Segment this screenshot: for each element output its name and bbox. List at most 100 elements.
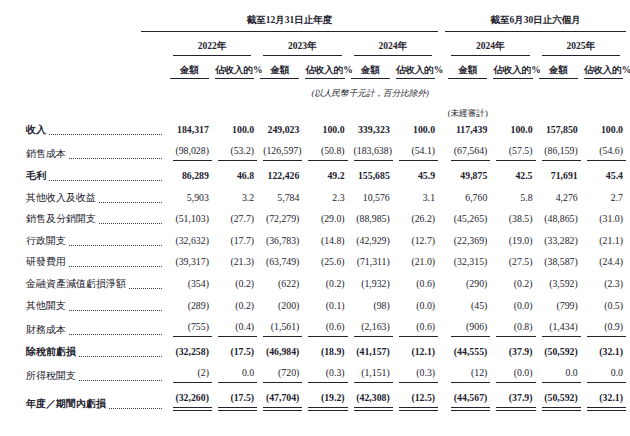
year-header-2024: 2024年 [348,32,439,56]
amount-header: 金額 [445,56,490,79]
percent-cell: (19.0) [490,230,535,252]
percent-cell: (54.6) [581,141,626,166]
row-label: 行政開支 [26,234,66,248]
amount-cell: 339,323 [348,119,393,141]
empty-cell [26,32,167,56]
row-label: 金融資產減值虧損淨額 [26,277,126,291]
row-label-cell: 銷售成本 [26,141,167,166]
dot-leader [49,134,162,135]
year-header-2024-interim: 2024年 [445,32,535,56]
percent-cell: 100.0 [393,119,438,141]
row-label-cell: 年度／期間內虧損 [26,387,167,415]
percent-cell: (12.7) [393,230,438,252]
amount-cell: 10,576 [348,187,393,209]
table-row: 銷售及分銷開支(51,103)(27.7)(72,279)(29.0)(88,9… [26,208,626,230]
percent-cell: (21.3) [212,252,257,274]
column-gap [438,295,445,317]
percent-of-revenue-header: 佔收入的% [302,56,347,79]
amount-cell: (50,592) [536,387,581,415]
amount-header: 金額 [167,56,212,79]
dot-leader [69,266,162,267]
row-label-cell: 其他開支 [26,295,167,317]
column-gap [438,119,445,141]
amount-cell: 49,875 [445,165,490,187]
year-header-2023: 2023年 [257,32,347,56]
percent-cell: 100.0 [581,119,626,141]
column-gap [438,165,445,187]
percent-cell: (0.6) [393,273,438,295]
row-label-cell: 財務成本 [26,316,167,341]
amount-cell: (63,749) [257,252,302,274]
row-label-cell: 其他收入及收益 [26,187,167,209]
row-label-cell: 毛利 [26,165,167,187]
amount-cell: 5,784 [257,187,302,209]
income-statement-table: 截至12月31日止年度 截至6月30日止六個月 2022年 2023年 2024… [26,12,626,415]
percent-cell: 2.3 [302,187,347,209]
unaudited-note-row: (未經審計) [26,99,626,119]
percent-cell: (24.4) [581,252,626,274]
amount-cell: (41,157) [348,341,393,363]
column-gap [438,363,445,388]
percent-cell: (32.1) [581,387,626,415]
percent-cell: 0.0 [581,363,626,388]
amount-cell: (183,638) [348,141,393,166]
annual-period-header: 截至12月31日止年度 [167,12,438,32]
amount-cell: (42,929) [348,230,393,252]
percent-of-revenue-header: 佔收入的% [212,56,257,79]
column-gap [438,316,445,341]
percent-cell: (26.2) [393,208,438,230]
year-header-2022: 2022年 [167,32,257,56]
table-body: 收入184,317100.0249,023100.0339,323100.011… [26,119,626,415]
amount-cell: (44,555) [445,341,490,363]
percent-cell: 42.5 [490,165,535,187]
percent-cell: (0.5) [581,295,626,317]
empty-cell [167,99,438,119]
percent-cell: (0.0) [490,295,535,317]
amount-cell: 157,850 [536,119,581,141]
currency-note: (以人民幣千元計，百分比除外) [302,79,438,99]
amount-cell: 4,276 [536,187,581,209]
percent-cell: 100.0 [212,119,257,141]
percent-cell: (0.6) [393,316,438,341]
percent-cell: (0.2) [490,273,535,295]
percent-cell: 0.0 [212,363,257,388]
amount-cell: (42,308) [348,387,393,415]
percent-of-revenue-header: 佔收入的% [393,56,438,79]
row-label-cell: 研發費用 [26,252,167,274]
amount-cell: (1,434) [536,316,581,341]
row-label-cell: 收入 [26,119,167,141]
table-row: 行政開支(32,632)(17.7)(36,783)(14.8)(42,929)… [26,230,626,252]
amount-cell: 86,289 [167,165,212,187]
percent-cell: 2.7 [581,187,626,209]
percent-cell: (0.6) [302,316,347,341]
table-row: 財務成本(755)(0.4)(1,561)(0.6)(2,163)(0.6)(9… [26,316,626,341]
percent-cell: (53.2) [212,141,257,166]
percent-cell: (0.2) [212,295,257,317]
amount-cell: 249,023 [257,119,302,141]
percent-cell: (37.9) [490,341,535,363]
empty-cell [26,99,167,119]
table-row: 收入184,317100.0249,023100.0339,323100.011… [26,119,626,141]
table-header: 截至12月31日止年度 截至6月30日止六個月 2022年 2023年 2024… [26,12,626,119]
amount-cell: (755) [167,316,212,341]
percent-cell: (0.2) [302,273,347,295]
column-gap [438,341,445,363]
percent-cell: (0.2) [212,273,257,295]
percent-of-revenue-header: 佔收入的% [490,56,535,79]
percent-cell: (29.0) [302,208,347,230]
column-gap [438,141,445,166]
column-gap [438,99,445,119]
percent-cell: (21.0) [393,252,438,274]
amount-cell: 117,439 [445,119,490,141]
empty-cell [167,79,303,99]
percent-cell: (0.3) [302,363,347,388]
amount-cell: (126,597) [257,141,302,166]
table-row: 毛利86,28946.8122,42649.2155,68545.949,875… [26,165,626,187]
amount-cell: (22,369) [445,230,490,252]
row-label-cell: 金融資產減值虧損淨額 [26,273,167,295]
amount-cell: 122,426 [257,165,302,187]
amount-cell: 6,760 [445,187,490,209]
amount-cell: (290) [445,273,490,295]
column-gap [438,32,445,56]
amount-cell: (720) [257,363,302,388]
